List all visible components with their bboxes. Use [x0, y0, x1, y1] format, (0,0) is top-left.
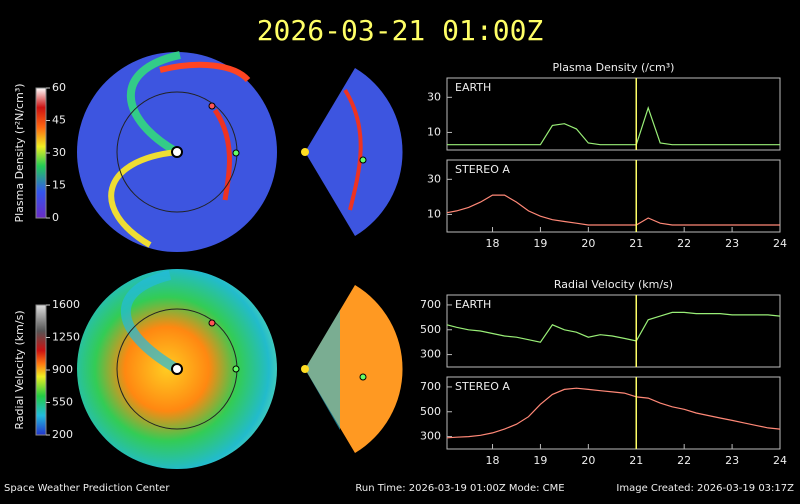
data-line	[446, 194, 780, 226]
x-tick-label: 24	[773, 237, 787, 250]
colorbar-tick-label: 30	[52, 146, 66, 159]
y-tick-label: 10	[427, 207, 441, 220]
colorbar-tick-label: 200	[52, 428, 73, 441]
colorbar-tick-label: 0	[52, 211, 59, 224]
colorbar-tick-label: 60	[52, 81, 66, 94]
colorbar-label: Radial Velocity (km/s)	[13, 310, 26, 429]
cme-front	[343, 88, 363, 211]
chart-title: Radial Velocity (km/s)	[554, 278, 673, 291]
series-label: EARTH	[455, 298, 491, 311]
y-tick-label: 500	[420, 405, 441, 418]
colorbar-label: Plasma Density (r²N/cm³)	[13, 83, 26, 222]
x-tick-label: 21	[629, 237, 643, 250]
sun	[301, 148, 309, 156]
chart-title: Plasma Density (/cm³)	[553, 61, 675, 74]
data-line	[447, 105, 780, 146]
stereo-a-marker	[208, 102, 216, 110]
colorbar-tick-label: 1600	[52, 298, 80, 311]
y-tick-label: 30	[427, 172, 441, 185]
footer-center: Run Time: 2026-03-19 01:00Z Mode: CME	[355, 483, 564, 494]
x-tick-label: 20	[581, 237, 595, 250]
velocity-stream	[120, 270, 180, 374]
x-tick-label: 21	[629, 454, 643, 467]
colorbar-tick-label: 900	[52, 363, 73, 376]
plot-frame	[446, 77, 781, 151]
cme-front	[212, 108, 232, 201]
y-tick-label: 700	[420, 380, 441, 393]
velocity-wedge	[305, 310, 340, 430]
colorbar-tick-label: 45	[52, 114, 66, 127]
title: 2026-03-21 01:00Z	[257, 14, 544, 47]
y-tick-label: 10	[427, 125, 441, 138]
series-label: EARTH	[455, 81, 491, 94]
y-tick-label: 300	[420, 430, 441, 443]
plot-frame	[446, 294, 781, 368]
y-tick-label: 30	[427, 90, 441, 103]
x-tick-label: 22	[677, 237, 691, 250]
footer-left: Space Weather Prediction Center	[4, 483, 170, 494]
series-label: STEREO A	[455, 380, 510, 393]
plot-frame	[446, 376, 781, 450]
plot-frame	[446, 159, 781, 233]
x-tick-label: 23	[725, 237, 739, 250]
x-tick-label: 18	[486, 237, 500, 250]
x-tick-label: 18	[486, 454, 500, 467]
colorbar	[35, 87, 47, 219]
x-tick-label: 22	[677, 454, 691, 467]
density-stream	[108, 149, 178, 248]
x-tick-label: 19	[533, 454, 547, 467]
stereo-a-marker	[208, 319, 216, 327]
colorbar-tick-label: 1250	[52, 331, 80, 344]
density-stream	[126, 51, 181, 156]
x-tick-label: 23	[725, 454, 739, 467]
density-wedge	[305, 68, 403, 236]
series-label: STEREO A	[455, 163, 510, 176]
x-tick-label: 20	[581, 454, 595, 467]
y-tick-label: 500	[420, 323, 441, 336]
x-tick-label: 24	[773, 454, 787, 467]
y-tick-label: 700	[420, 298, 441, 311]
earth-marker	[232, 365, 240, 373]
data-line	[446, 387, 781, 439]
sun	[301, 365, 309, 373]
sun	[171, 146, 183, 158]
footer-right: Image Created: 2026-03-19 03:17Z	[616, 483, 794, 494]
colorbar	[35, 304, 47, 436]
y-tick-label: 300	[420, 348, 441, 361]
earth-marker	[359, 373, 367, 381]
earth-marker	[232, 149, 240, 157]
velocity-wedge	[305, 285, 403, 453]
earth-marker	[359, 156, 367, 164]
colorbar-tick-label: 15	[52, 179, 66, 192]
colorbar-tick-label: 550	[52, 396, 73, 409]
data-line	[446, 311, 781, 343]
density-stream	[159, 61, 251, 83]
sun	[171, 363, 183, 375]
x-tick-label: 19	[533, 237, 547, 250]
